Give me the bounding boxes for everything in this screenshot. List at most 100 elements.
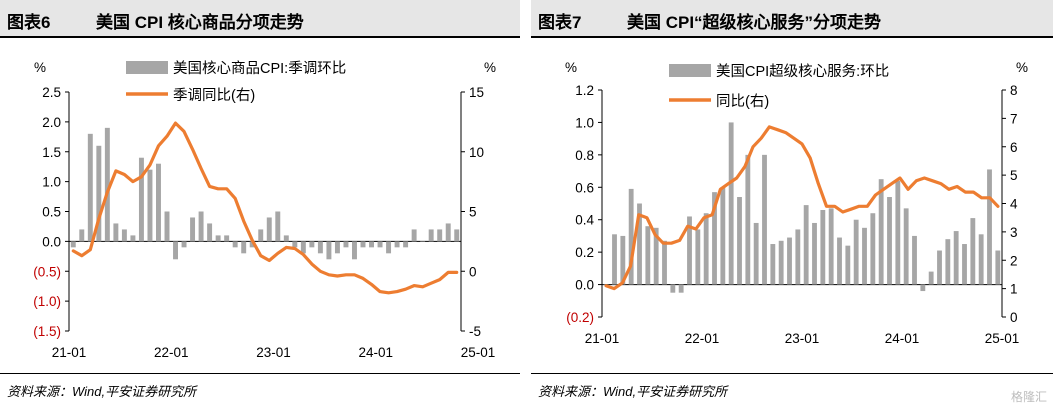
left-tick-label: 2.5 [42, 85, 61, 100]
bar [795, 229, 801, 285]
bar [377, 241, 383, 248]
legend-label-bar: 美国CPI超级核心服务:环比 [716, 63, 889, 80]
bar [181, 241, 187, 248]
series-line [71, 121, 459, 295]
legend-label-bar: 美国核心商品CPI:季调环比 [173, 60, 346, 77]
x-tick-label: 23-01 [256, 345, 291, 360]
left-tick-label: 0.5 [42, 205, 61, 220]
x-tick-label: 23-01 [785, 331, 820, 346]
bar [113, 223, 119, 242]
bar [820, 209, 826, 285]
bar [411, 229, 417, 242]
bar [662, 240, 667, 285]
bar [232, 241, 238, 248]
right-axis-unit: % [484, 60, 496, 75]
bar [190, 217, 196, 242]
source-note: 资料来源：Wind,平安证券研究所 [7, 384, 197, 399]
bar [812, 222, 817, 285]
bar [870, 213, 876, 285]
right-tick-label: 2 [1010, 253, 1018, 268]
bar [164, 211, 170, 242]
bar [770, 244, 776, 285]
right-tick-label: 3 [1010, 225, 1018, 240]
bar [878, 179, 884, 285]
bar [978, 234, 984, 285]
right-tick-label: 5 [1010, 168, 1018, 183]
bar [147, 169, 153, 242]
bar [130, 235, 136, 242]
left-tick-label: (1.5) [33, 324, 61, 339]
bar [70, 241, 76, 248]
left-tick-label: 1.0 [42, 175, 61, 190]
left-axis-unit: % [565, 60, 577, 75]
left-tick-label: 0.4 [575, 213, 594, 228]
bar [317, 241, 323, 254]
left-tick-label: 1.0 [575, 115, 594, 130]
bar [437, 229, 443, 242]
bar [275, 211, 281, 242]
bar [215, 235, 221, 242]
bar [224, 235, 230, 242]
right-tick-label: 5 [469, 205, 477, 220]
bar [420, 241, 426, 242]
bar [962, 244, 967, 285]
bar [79, 229, 85, 242]
chart-title: 美国 CPI“超级核心服务”分项走势 [627, 13, 882, 32]
bar [428, 229, 434, 242]
bar [334, 241, 340, 254]
series-line [604, 125, 1000, 291]
left-tick-label: 0.6 [575, 180, 594, 195]
left-tick-label: 2.0 [42, 115, 61, 130]
bar [173, 241, 178, 260]
left-tick-label: 1.5 [42, 145, 61, 160]
bar [258, 229, 264, 242]
bar [352, 241, 357, 260]
chart-left-svg: (1.5) (1.0) (0.5) 0.0 0.5 1.0 1.5 2.0 2.5% -5 0 5 10… [33, 60, 496, 360]
bar [241, 241, 247, 254]
bar [628, 188, 634, 285]
bar [928, 271, 934, 285]
bar [96, 145, 102, 242]
bar [198, 211, 204, 242]
bar [745, 154, 751, 285]
bar [87, 133, 93, 242]
bar [753, 222, 759, 285]
right-tick-label: 15 [469, 85, 484, 100]
bar [653, 227, 659, 285]
left-tick-label: 0.0 [575, 278, 594, 293]
bar [670, 284, 676, 293]
bar [887, 197, 892, 285]
bar [343, 241, 349, 248]
bar [292, 241, 298, 248]
bar [895, 180, 901, 285]
right-tick-label: -5 [469, 324, 481, 339]
bar [937, 250, 942, 285]
bar [703, 213, 709, 285]
bar [403, 241, 409, 248]
bottom-rule [531, 373, 1053, 374]
bar [728, 122, 734, 285]
chart-title: 美国 CPI 核心商品分项走势 [96, 13, 304, 32]
x-tick-label: 21-01 [52, 345, 87, 360]
bar [645, 226, 651, 285]
bar [678, 284, 684, 293]
left-tick-label: 1.2 [575, 83, 594, 98]
bar [995, 250, 1001, 285]
bar [121, 229, 127, 242]
bar [454, 229, 460, 242]
bar [207, 223, 213, 242]
x-tick-label: 24-01 [359, 345, 394, 360]
right-tick-label: 6 [1010, 140, 1018, 155]
right-tick-label: 0 [1010, 310, 1018, 325]
right-tick-label: 8 [1010, 83, 1018, 98]
legend-label-line: 季调同比(右) [173, 87, 255, 104]
right-tick-label: 4 [1010, 197, 1018, 212]
right-axis-unit: % [1016, 60, 1028, 75]
legend-swatch-bar [126, 61, 168, 74]
bar [156, 163, 161, 242]
bar [695, 229, 701, 285]
bar [326, 241, 332, 260]
bar [903, 208, 909, 285]
figure-number: 图表6 [7, 13, 51, 32]
right-tick-label: 1 [1010, 282, 1018, 297]
